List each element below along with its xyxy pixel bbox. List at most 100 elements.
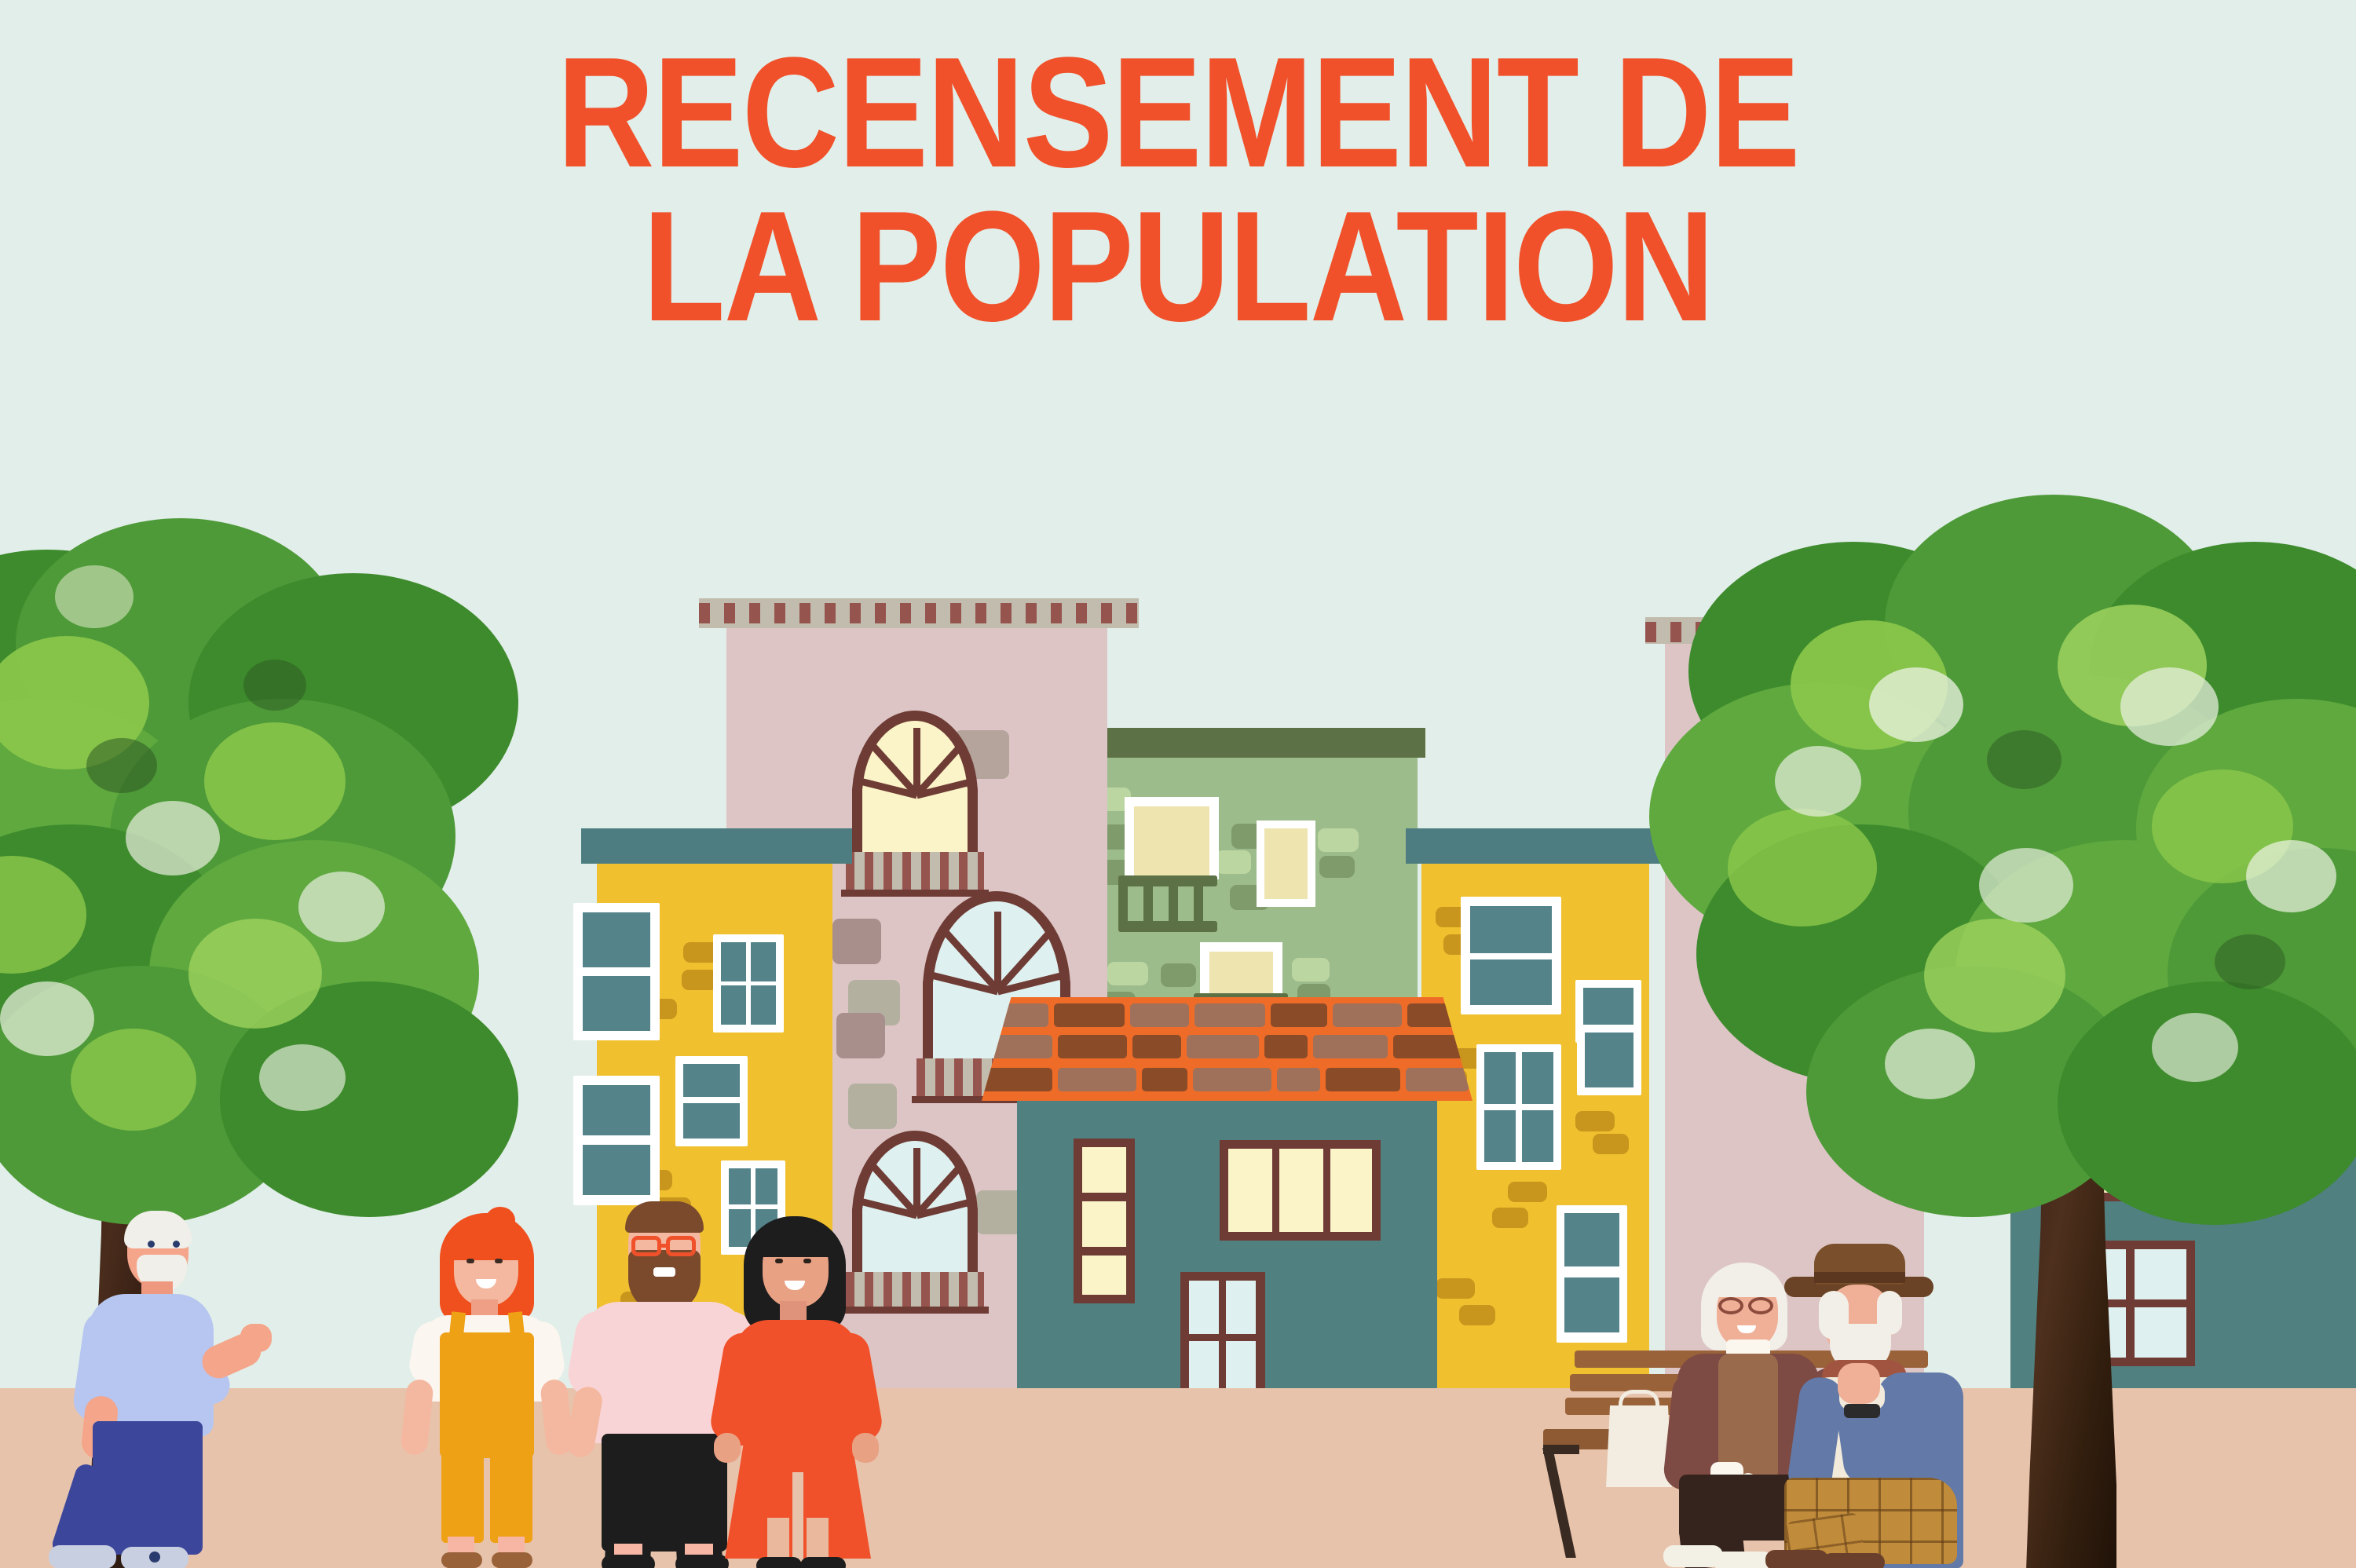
mouth xyxy=(476,1279,496,1288)
wall-tile xyxy=(1292,958,1330,981)
wall-tile xyxy=(682,970,718,990)
mouth xyxy=(653,1267,675,1277)
roof-band-teal-left xyxy=(581,828,852,864)
dress-slit xyxy=(792,1472,803,1560)
blossom-cluster xyxy=(2152,1013,2238,1082)
shoe-left xyxy=(1663,1545,1723,1567)
foliage-shadow xyxy=(1987,730,2062,789)
wall-tile xyxy=(1508,1182,1547,1202)
eye-right xyxy=(173,1241,180,1248)
leg-right xyxy=(490,1449,532,1543)
person-woman-orange-dress[interactable] xyxy=(708,1213,907,1568)
foliage-shadow xyxy=(2215,934,2285,989)
glasses-frame-right xyxy=(666,1236,696,1256)
shoe-front xyxy=(49,1545,116,1568)
mouth xyxy=(1737,1325,1756,1333)
wall-tile xyxy=(1436,1278,1475,1299)
wall-tile xyxy=(1575,1111,1615,1131)
hair-bun xyxy=(485,1207,515,1234)
window-yellow-right-1 xyxy=(1461,897,1561,1014)
blossom-cluster xyxy=(1775,746,1861,817)
tree-right xyxy=(1649,495,2356,1568)
hair-fringe xyxy=(1707,1267,1783,1297)
building-yellow-right xyxy=(1406,828,1669,1388)
hand xyxy=(1838,1363,1880,1404)
hand-left xyxy=(714,1433,741,1463)
shoe-right xyxy=(800,1557,846,1568)
roof-band-green xyxy=(1068,728,1425,758)
shoe-left xyxy=(756,1557,802,1568)
balcony-pink-3 xyxy=(841,1272,989,1314)
blossom-cluster xyxy=(298,872,385,942)
wall-tile xyxy=(1318,828,1359,852)
window-green-3 xyxy=(1200,942,1282,1001)
window-yellow-right-2 xyxy=(1476,1044,1561,1170)
wall-tile xyxy=(836,1013,885,1058)
sandal-left xyxy=(441,1552,482,1568)
eye-right xyxy=(803,1259,811,1263)
foliage-highlight xyxy=(188,919,322,1029)
blossom-cluster xyxy=(259,1044,346,1111)
arm-left xyxy=(564,1384,605,1460)
window-house-left xyxy=(1074,1139,1135,1303)
leg-left xyxy=(441,1449,484,1543)
roof-band-teal-right xyxy=(1406,828,1669,864)
hair-fringe xyxy=(755,1219,838,1257)
window-yellow-right-5 xyxy=(1557,1205,1627,1343)
foliage-shadow xyxy=(86,738,157,793)
arm-left xyxy=(400,1378,434,1457)
window-yellow-left-2 xyxy=(713,934,784,1033)
tree-left xyxy=(0,518,707,1568)
shoe-right xyxy=(675,1555,729,1568)
blossom-cluster xyxy=(1979,848,2073,923)
blossom-cluster xyxy=(1885,1029,1975,1099)
foliage-highlight xyxy=(1924,919,2065,1033)
sweater-front xyxy=(1718,1354,1778,1482)
wall-tile xyxy=(1161,963,1196,987)
glasses-bridge xyxy=(660,1244,669,1248)
building-teal-house xyxy=(982,997,1472,1398)
blossom-cluster xyxy=(2120,667,2219,746)
wall-tile xyxy=(976,1190,1023,1234)
foliage-shadow xyxy=(243,660,306,711)
person-elderly-man-walking[interactable] xyxy=(49,1209,291,1568)
balcony-green-1 xyxy=(1118,875,1217,932)
balcony-pink-1 xyxy=(841,852,989,897)
eye-left xyxy=(148,1241,155,1248)
foliage-highlight xyxy=(1728,809,1877,927)
hat-band xyxy=(1814,1272,1905,1283)
shoe-left xyxy=(602,1555,655,1568)
window-yellow-right-4 xyxy=(1577,1025,1641,1095)
window-green-1 xyxy=(1125,797,1219,879)
person-woman-overalls[interactable] xyxy=(400,1207,597,1568)
wall-tile xyxy=(1319,856,1355,878)
ground-plane xyxy=(0,1388,2356,1568)
hand-right xyxy=(852,1433,879,1463)
cornice-main-pink xyxy=(699,598,1139,628)
hair xyxy=(625,1201,704,1233)
sandal-right xyxy=(492,1552,532,1568)
wall-tile xyxy=(1107,962,1148,985)
window-yellow-left-4 xyxy=(675,1056,748,1146)
wristwatch xyxy=(1844,1404,1880,1418)
hand-right xyxy=(240,1324,272,1352)
shoe-left xyxy=(1765,1550,1828,1568)
glasses-frame-left xyxy=(631,1236,661,1256)
dentil-pattern xyxy=(699,603,1139,623)
window-house-center xyxy=(1220,1140,1381,1241)
glasses-left xyxy=(1718,1297,1743,1314)
house-door[interactable] xyxy=(1180,1272,1265,1398)
blossom-cluster xyxy=(1869,667,1963,742)
blossom-cluster xyxy=(2246,840,2336,912)
tote-bag xyxy=(1598,1390,1685,1492)
person-elderly-man-bench[interactable] xyxy=(1758,1242,2017,1568)
glasses-right xyxy=(1748,1297,1773,1314)
wall-tile xyxy=(1216,850,1251,874)
wall-tile xyxy=(1459,1305,1495,1325)
shoe-right xyxy=(1714,1552,1773,1568)
window-yellow-left-1 xyxy=(573,903,660,1040)
window-yellow-left-3 xyxy=(573,1076,660,1205)
foliage-highlight xyxy=(204,722,346,840)
blossom-cluster xyxy=(55,565,134,628)
